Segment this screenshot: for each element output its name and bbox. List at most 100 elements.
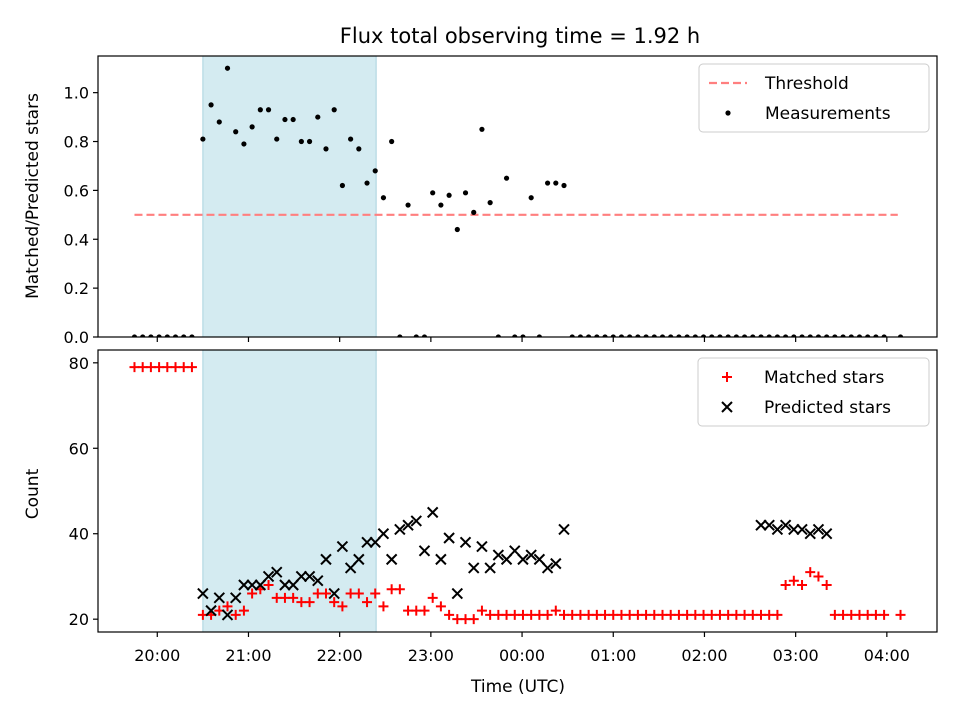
- predicted-point: [820, 528, 833, 540]
- measurement-point: [832, 334, 838, 337]
- measurement-point: [602, 334, 608, 337]
- predicted-point: [246, 579, 258, 591]
- measurement-point: [397, 334, 403, 337]
- measurement-point: [438, 202, 444, 208]
- matched-point: [780, 580, 791, 590]
- measurement-point: [454, 226, 460, 233]
- predicted-point: [385, 553, 398, 566]
- y-tick-label: 80: [69, 354, 89, 373]
- measurement-point: [520, 334, 526, 337]
- measurement-point: [462, 190, 469, 196]
- axes-frame: [97, 349, 938, 633]
- predicted-point: [262, 570, 275, 583]
- legend-box: [697, 357, 930, 427]
- predicted-point: [229, 592, 242, 604]
- measurement-point: [471, 209, 477, 215]
- measurement-point: [189, 334, 195, 337]
- measurement-point: [290, 116, 296, 123]
- predicted-point: [221, 609, 234, 621]
- bottom-y-axis-label: Count: [23, 468, 43, 519]
- predicted-point: [812, 523, 825, 536]
- predicted-point: [336, 540, 349, 553]
- measurement-point: [586, 334, 592, 337]
- matched-point: [378, 601, 389, 612]
- measurement-point: [774, 334, 781, 337]
- predicted-point: [328, 587, 340, 600]
- measurement-point: [241, 141, 247, 147]
- measurement-point: [610, 334, 616, 337]
- predicted-point: [197, 587, 209, 600]
- measurement-point: [815, 334, 822, 337]
- legend-measurement-swatch: [725, 110, 731, 116]
- series-x: [197, 506, 833, 621]
- x-tick-label: 21:00: [225, 646, 271, 665]
- predicted-point: [804, 528, 816, 540]
- predicted-point: [779, 519, 792, 531]
- measurement-point: [700, 334, 707, 337]
- predicted-point: [484, 562, 496, 574]
- predicted-point: [500, 553, 513, 566]
- legend-predicted-swatch: [721, 401, 733, 413]
- measurement-point: [750, 334, 756, 337]
- predicted-point: [459, 536, 472, 548]
- predicted-point: [509, 545, 521, 557]
- measurement-point: [577, 334, 584, 337]
- predicted-point: [303, 570, 316, 583]
- x-tick-label: 23:00: [408, 646, 454, 665]
- measurement-point: [569, 334, 575, 337]
- y-tick-label: 0.8: [64, 133, 89, 152]
- matched-point: [222, 601, 233, 612]
- measurement-point: [766, 334, 772, 337]
- measurement-point: [224, 65, 231, 71]
- measurement-point: [216, 119, 222, 125]
- predicted-point: [369, 536, 381, 548]
- measurement-point: [783, 334, 789, 337]
- predicted-point: [476, 540, 488, 553]
- measurement-point: [164, 334, 170, 337]
- predicted-point: [788, 523, 800, 536]
- measurement-point: [405, 202, 411, 208]
- predicted-point: [353, 553, 365, 566]
- predicted-point: [492, 549, 505, 561]
- measurement-point: [282, 116, 288, 123]
- predicted-point: [377, 528, 390, 540]
- matched-point: [879, 609, 890, 620]
- measurement-point: [298, 138, 304, 145]
- predicted-point: [213, 592, 225, 604]
- measurement-point: [692, 334, 698, 337]
- measurement-point: [208, 102, 214, 108]
- measurement-point: [156, 334, 162, 337]
- series-plus: [129, 362, 906, 625]
- matched-point: [813, 571, 824, 582]
- measurement-point: [331, 107, 337, 113]
- measurement-point: [824, 334, 830, 337]
- legend: Matched stars Predicted stars: [697, 357, 930, 427]
- measurement-point: [339, 182, 346, 189]
- measurement-point: [848, 334, 854, 337]
- y-tick-label: 20: [69, 610, 89, 629]
- measurement-point: [140, 334, 146, 337]
- matched-point: [238, 605, 249, 616]
- y-tick-label: 40: [69, 525, 89, 544]
- matched-point: [263, 580, 274, 590]
- measurement-point: [315, 114, 321, 120]
- matched-point: [362, 597, 373, 608]
- matched-point: [895, 609, 906, 620]
- matched-point: [805, 567, 816, 578]
- legend-series-label: Predicted stars: [764, 398, 891, 418]
- series-dot: [131, 65, 904, 337]
- legend-threshold-label: Threshold: [764, 74, 849, 94]
- x-tick-label: 00:00: [499, 646, 545, 665]
- predicted-point: [435, 553, 447, 566]
- x-tick-label: 04:00: [864, 646, 910, 665]
- matched-point: [353, 588, 364, 599]
- matched-point: [772, 609, 783, 620]
- measurement-point: [306, 138, 313, 145]
- measurement-point: [865, 334, 871, 337]
- matched-point: [186, 362, 197, 373]
- predicted-point: [550, 557, 562, 570]
- measurement-point: [446, 192, 452, 198]
- measurement-point: [512, 334, 518, 337]
- measurement-point: [544, 180, 551, 186]
